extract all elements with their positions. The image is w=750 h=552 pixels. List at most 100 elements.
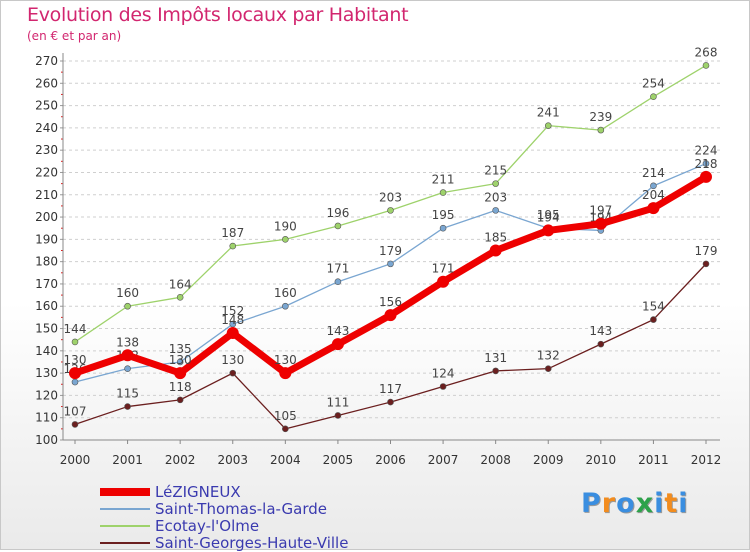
data-label-ecotay-l-olme: 254 — [642, 77, 665, 91]
data-label-saint-thomas-la-garde: 171 — [326, 262, 349, 276]
data-label-l-zigneux: 204 — [642, 188, 665, 202]
data-point-saint-georges-haute-ville — [176, 396, 184, 404]
data-label-l-zigneux: 185 — [484, 231, 507, 245]
data-point-l-zigneux — [700, 170, 712, 183]
data-label-saint-georges-haute-ville: 111 — [326, 395, 349, 409]
data-point-saint-thomas-la-garde — [702, 160, 710, 167]
data-point-ecotay-l-olme — [492, 180, 499, 187]
data-point-saint-thomas-la-garde — [71, 378, 79, 386]
data-point-l-zigneux — [594, 217, 607, 230]
data-label-ecotay-l-olme: 144 — [64, 322, 87, 336]
data-label-ecotay-l-olme: 160 — [116, 286, 139, 300]
line-chart: 100 110 120 130 140 150 160 170 180 190 200 210 220 2… — [35, 45, 721, 467]
x-tick-label: 2001 — [112, 453, 143, 467]
data-point-l-zigneux — [69, 367, 81, 380]
chart-legend: LéZIGNEUX Saint-Thomas-la-Garde Ecotay-l'O… — [100, 484, 400, 552]
data-point-saint-thomas-la-garde — [439, 224, 447, 232]
data-point-saint-georges-haute-ville — [439, 383, 447, 390]
legend-swatch — [100, 508, 150, 510]
legend-label: Saint-Georges-Haute-Ville — [155, 534, 349, 552]
data-label-l-zigneux: 218 — [695, 157, 718, 171]
data-point-l-zigneux — [437, 275, 450, 288]
legend-label: Ecotay-l'Olme — [155, 517, 260, 535]
y-tick-label: 100 — [35, 433, 58, 447]
logo-letter: x — [635, 488, 655, 519]
data-point-ecotay-l-olme — [282, 236, 289, 243]
data-point-saint-georges-haute-ville — [492, 367, 499, 375]
chart-subtitle: (en € et par an) — [27, 29, 122, 43]
data-label-l-zigneux: 138 — [116, 335, 139, 349]
data-point-saint-thomas-la-garde — [334, 278, 342, 286]
data-label-saint-thomas-la-garde: 135 — [169, 342, 192, 356]
data-label-saint-georges-haute-ville: 117 — [379, 382, 402, 396]
data-point-ecotay-l-olme — [439, 189, 447, 196]
data-label-l-zigneux: 197 — [589, 204, 612, 218]
x-tick-label: 2006 — [375, 453, 406, 467]
y-tick-label: 140 — [35, 344, 58, 358]
legend-item-ecotay-l-olme: Ecotay-l'Olme — [100, 518, 400, 535]
logo-letter: o — [616, 488, 636, 519]
data-label-saint-thomas-la-garde: 195 — [432, 208, 455, 222]
x-tick-label: 2005 — [323, 453, 354, 467]
data-label-saint-georges-haute-ville: 132 — [537, 349, 560, 363]
logo-letter: i — [654, 488, 665, 519]
y-tick-label: 210 — [35, 188, 58, 202]
data-label-l-zigneux: 171 — [432, 262, 455, 276]
x-tick-label: 2002 — [165, 453, 196, 467]
y-tick-label: 200 — [35, 210, 58, 224]
data-point-saint-georges-haute-ville — [387, 398, 394, 406]
data-label-saint-georges-haute-ville: 124 — [432, 366, 455, 380]
proxiti-logo: Proxiti — [581, 488, 689, 519]
data-point-saint-thomas-la-garde — [492, 207, 499, 214]
x-tick-label: 2008 — [480, 453, 511, 467]
y-tick-label: 190 — [35, 232, 58, 246]
data-label-saint-thomas-la-garde: 214 — [642, 166, 665, 180]
data-label-saint-georges-haute-ville: 118 — [169, 380, 192, 394]
y-tick-label: 220 — [35, 165, 58, 179]
data-point-l-zigneux — [226, 326, 239, 339]
y-tick-label: 180 — [35, 255, 58, 269]
data-point-saint-thomas-la-garde — [282, 302, 289, 310]
data-point-saint-georges-haute-ville — [597, 340, 605, 348]
data-label-l-zigneux: 130 — [64, 353, 87, 367]
x-tick-label: 2010 — [586, 453, 617, 467]
y-tick-label: 150 — [35, 322, 58, 336]
y-tick-label: 130 — [35, 366, 58, 380]
data-point-ecotay-l-olme — [229, 242, 237, 250]
data-label-saint-thomas-la-garde: 224 — [695, 144, 718, 158]
data-point-l-zigneux — [121, 349, 134, 362]
data-label-saint-georges-haute-ville: 107 — [64, 404, 87, 418]
data-label-ecotay-l-olme: 196 — [326, 206, 349, 220]
data-point-saint-thomas-la-garde — [176, 358, 184, 366]
data-point-saint-georges-haute-ville — [282, 425, 289, 433]
x-tick-label: 2003 — [217, 453, 248, 467]
legend-item-l-zigneux: LéZIGNEUX — [100, 484, 400, 501]
logo-letter: t — [664, 488, 679, 519]
y-tick-label: 160 — [35, 299, 58, 313]
data-point-saint-thomas-la-garde — [387, 260, 394, 268]
data-label-l-zigneux: 130 — [274, 353, 297, 367]
y-tick-label: 240 — [35, 121, 58, 135]
data-label-l-zigneux: 143 — [326, 324, 349, 338]
data-point-ecotay-l-olme — [544, 122, 552, 129]
legend-swatch — [100, 542, 150, 544]
data-label-saint-thomas-la-garde: 203 — [484, 190, 507, 204]
data-point-saint-georges-haute-ville — [229, 369, 237, 377]
data-point-ecotay-l-olme — [387, 207, 394, 214]
data-point-saint-georges-haute-ville — [124, 403, 131, 410]
data-point-saint-georges-haute-ville — [650, 316, 657, 323]
data-label-ecotay-l-olme: 164 — [169, 277, 192, 291]
data-point-saint-georges-haute-ville — [334, 412, 342, 419]
x-tick-label: 2011 — [638, 453, 669, 467]
data-label-ecotay-l-olme: 215 — [484, 164, 507, 178]
y-tick-label: 270 — [35, 54, 58, 68]
legend-label: Saint-Thomas-la-Garde — [155, 500, 327, 518]
data-label-saint-thomas-la-garde: 179 — [379, 244, 402, 258]
data-point-ecotay-l-olme — [597, 126, 605, 134]
legend-swatch — [100, 488, 150, 496]
data-point-saint-thomas-la-garde — [650, 182, 657, 190]
data-point-saint-georges-haute-ville — [544, 365, 552, 372]
data-label-l-zigneux: 130 — [169, 353, 192, 367]
data-point-l-zigneux — [647, 202, 660, 215]
y-tick-label: 230 — [35, 143, 58, 157]
